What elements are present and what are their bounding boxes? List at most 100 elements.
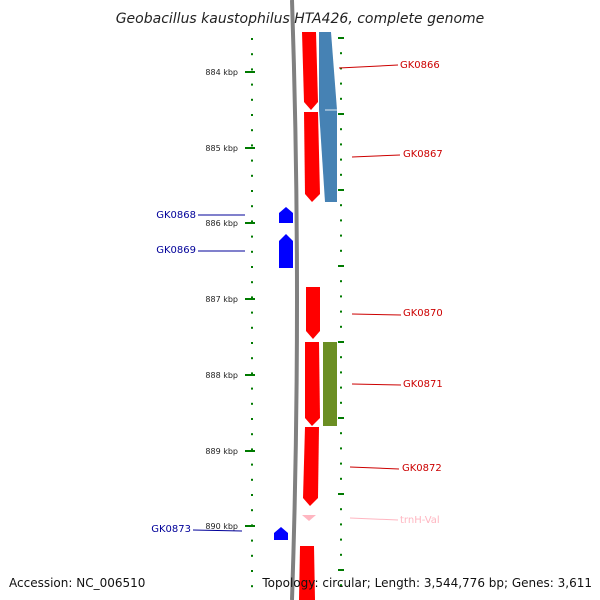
ladder-dot — [338, 569, 344, 571]
ladder-dot — [340, 52, 342, 55]
ladder-dot — [251, 159, 253, 162]
gene-label-gk0866[interactable]: GK0866 — [338, 60, 440, 71]
ladder-dot — [340, 432, 342, 435]
ladder-dot — [251, 38, 253, 40]
ladder-dot — [251, 433, 253, 436]
ladder-dot — [340, 325, 342, 328]
ladder-dot — [340, 82, 342, 85]
ladder-dot — [251, 585, 253, 588]
ladder-dot — [251, 418, 253, 420]
ladder-dot — [251, 205, 253, 208]
ladder-dot — [340, 219, 342, 222]
ladder-dot — [338, 417, 344, 419]
ladder-dot — [251, 570, 253, 572]
ladder-dot — [251, 326, 253, 329]
right-tick-ladder — [338, 37, 344, 587]
trna-label-trnh-val[interactable]: trnH-Val — [349, 515, 440, 526]
ladder-dot — [251, 539, 253, 542]
ladder-dot — [340, 295, 342, 298]
kbp-label: 886 kbp — [205, 219, 238, 228]
gene-gk0871-shape[interactable] — [305, 342, 320, 426]
ladder-dot — [251, 448, 253, 451]
ladder-dot — [340, 356, 342, 359]
ladder-dot — [251, 478, 253, 481]
svg-text:GK0871: GK0871 — [403, 379, 443, 390]
ladder-dot — [338, 113, 344, 115]
ladder-dot — [251, 402, 253, 405]
kbp-label: 887 kbp — [205, 295, 238, 304]
gene-gk0869-shape[interactable] — [279, 234, 293, 268]
kbp-label: 890 kbp — [205, 522, 238, 531]
ladder-dot — [340, 508, 342, 511]
ladder-dot — [340, 97, 342, 100]
blue-track-feature[interactable] — [319, 32, 337, 202]
kbp-label: 888 kbp — [205, 371, 238, 380]
ladder-dot — [251, 387, 253, 390]
ladder-dot — [251, 342, 253, 344]
ladder-dot — [251, 129, 253, 132]
left-tick-ladder — [251, 38, 253, 588]
gene-gk0866-shape[interactable] — [302, 32, 318, 110]
green-track-feature[interactable] — [323, 342, 337, 426]
ladder-dot — [340, 553, 342, 556]
ladder-dot — [340, 204, 342, 207]
svg-text:GK0870: GK0870 — [403, 308, 443, 319]
ladder-dot — [340, 477, 342, 480]
ladder-dot — [340, 371, 342, 374]
ladder-dot — [340, 538, 342, 541]
ladder-dot — [251, 220, 253, 223]
ladder-dot — [251, 311, 253, 314]
accession-text: Accession: NC_006510 — [9, 576, 145, 590]
gene-gk0868-shape[interactable] — [279, 207, 293, 223]
ladder-dot — [338, 493, 344, 495]
svg-text:GK0873: GK0873 — [151, 524, 191, 535]
ladder-dot — [251, 266, 253, 268]
kbp-axis: 884 kbp 885 kbp 886 kbp 887 kbp 888 kbp … — [205, 68, 255, 531]
genome-backbone — [290, 0, 299, 600]
gene-label-gk0873[interactable]: GK0873 — [151, 524, 243, 535]
ladder-dot — [340, 67, 342, 70]
ladder-dot — [340, 143, 342, 146]
ladder-dot — [338, 37, 344, 39]
trna-trnh-val-shape[interactable] — [302, 515, 316, 521]
gene-label-gk0868[interactable]: GK0868 — [156, 210, 245, 221]
ladder-dot — [251, 372, 253, 375]
ladder-dot — [251, 235, 253, 238]
ladder-dot — [251, 296, 253, 299]
ladder-dot — [251, 250, 253, 253]
ladder-dot — [251, 114, 253, 116]
ladder-dot — [340, 523, 342, 526]
gene-gk0867-shape[interactable] — [304, 112, 320, 202]
gene-bottom-shape[interactable] — [299, 546, 315, 600]
ladder-dot — [338, 265, 344, 267]
ladder-dot — [340, 173, 342, 176]
gene-gk0870-shape[interactable] — [306, 287, 320, 339]
ladder-dot — [340, 401, 342, 404]
ladder-dot — [340, 280, 342, 283]
gene-gk0872-shape[interactable] — [303, 427, 319, 506]
ladder-dot — [340, 462, 342, 465]
ladder-dot — [251, 509, 253, 512]
kbp-label: 889 kbp — [205, 447, 238, 456]
svg-text:GK0868: GK0868 — [156, 210, 196, 221]
gene-gk0873-shape[interactable] — [274, 527, 288, 540]
ladder-dot — [340, 584, 342, 587]
ladder-dot — [251, 68, 253, 71]
ladder-dot — [251, 174, 253, 177]
ladder-dot — [251, 53, 253, 56]
gene-label-gk0869[interactable]: GK0869 — [156, 245, 245, 256]
ladder-dot — [251, 494, 253, 496]
ladder-dot — [340, 158, 342, 161]
gene-label-gk0867[interactable]: GK0867 — [351, 149, 443, 160]
ladder-dot — [340, 128, 342, 131]
ladder-dot — [251, 554, 253, 557]
ladder-dot — [251, 144, 253, 147]
gene-label-gk0870[interactable]: GK0870 — [351, 308, 443, 319]
ladder-dot — [251, 463, 253, 466]
ladder-dot — [340, 249, 342, 252]
ladder-dot — [340, 386, 342, 389]
gene-label-gk0871[interactable]: GK0871 — [351, 379, 443, 390]
gene-label-gk0872[interactable]: GK0872 — [349, 463, 442, 474]
ladder-dot — [340, 310, 342, 313]
